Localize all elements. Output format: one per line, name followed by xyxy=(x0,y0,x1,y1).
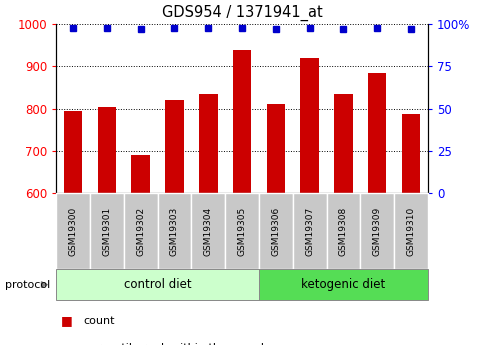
Text: GSM19302: GSM19302 xyxy=(136,207,145,256)
Bar xyxy=(326,193,360,269)
Text: percentile rank within the sample: percentile rank within the sample xyxy=(83,344,270,345)
Text: GSM19307: GSM19307 xyxy=(305,207,313,256)
Bar xyxy=(232,50,251,193)
Bar xyxy=(64,111,82,193)
Bar xyxy=(367,73,386,193)
Text: GSM19308: GSM19308 xyxy=(338,207,347,256)
Text: ■: ■ xyxy=(61,342,73,345)
Bar xyxy=(157,193,191,269)
Bar xyxy=(401,114,419,193)
Text: control diet: control diet xyxy=(123,278,191,291)
Bar xyxy=(98,107,116,193)
Bar xyxy=(199,94,217,193)
Text: GSM19309: GSM19309 xyxy=(372,207,381,256)
Text: GSM19303: GSM19303 xyxy=(170,207,179,256)
Text: GSM19300: GSM19300 xyxy=(68,207,78,256)
Text: GSM19310: GSM19310 xyxy=(406,207,415,256)
Bar xyxy=(123,193,157,269)
Text: count: count xyxy=(83,316,114,326)
Text: GSM19305: GSM19305 xyxy=(237,207,246,256)
Text: ketogenic diet: ketogenic diet xyxy=(301,278,385,291)
Bar xyxy=(300,58,318,193)
Bar xyxy=(259,193,292,269)
Text: ■: ■ xyxy=(61,314,73,327)
Bar xyxy=(131,155,150,193)
Text: protocol: protocol xyxy=(5,280,50,289)
Bar xyxy=(191,193,224,269)
Bar xyxy=(360,193,393,269)
Title: GDS954 / 1371941_at: GDS954 / 1371941_at xyxy=(162,5,322,21)
Bar xyxy=(393,193,427,269)
Bar xyxy=(90,193,123,269)
Bar xyxy=(333,94,352,193)
Bar xyxy=(56,193,90,269)
Text: GSM19306: GSM19306 xyxy=(271,207,280,256)
Bar xyxy=(259,269,427,300)
Bar xyxy=(224,193,259,269)
Bar xyxy=(165,100,183,193)
Bar xyxy=(292,193,326,269)
Text: GSM19304: GSM19304 xyxy=(203,207,212,256)
Text: GSM19301: GSM19301 xyxy=(102,207,111,256)
Bar xyxy=(266,104,285,193)
Bar xyxy=(56,269,259,300)
